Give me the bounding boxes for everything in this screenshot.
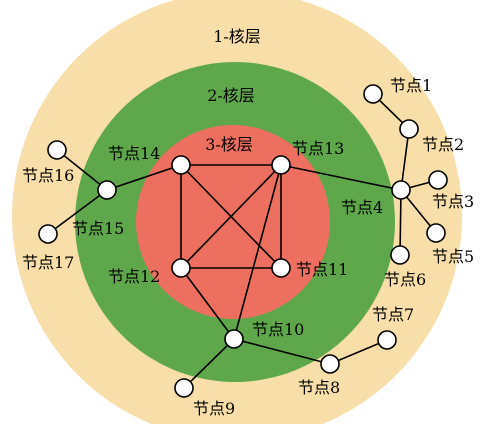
node-11-label: 节点11 <box>296 260 348 279</box>
node-12 <box>171 258 191 278</box>
edge-12-10 <box>180 267 235 340</box>
node-16-label: 节点16 <box>22 166 74 185</box>
node-8-label: 节点8 <box>298 378 340 397</box>
edge-13-4 <box>280 164 402 191</box>
node-1 <box>363 84 383 104</box>
node-3 <box>428 170 448 190</box>
edge-13-10 <box>233 164 282 340</box>
node-11 <box>271 258 291 278</box>
edge-4-6 <box>399 189 402 256</box>
edge-13-12 <box>180 164 282 269</box>
edge-10-9 <box>183 338 235 389</box>
node-2 <box>399 119 419 139</box>
layer-1-label: 1-核层 <box>213 27 261 46</box>
node-15 <box>97 180 117 200</box>
node-9-label: 节点9 <box>193 399 235 418</box>
layer-3-label: 3-核层 <box>205 135 253 154</box>
node-10 <box>224 329 244 349</box>
node-12-label: 节点12 <box>108 267 160 286</box>
edge-4-2 <box>400 128 410 191</box>
node-5 <box>426 223 446 243</box>
node-14 <box>171 155 191 175</box>
edge-14-15 <box>106 164 182 191</box>
node-7-label: 节点7 <box>372 305 414 324</box>
node-17-label: 节点17 <box>22 253 74 272</box>
edge-10-8 <box>233 338 331 365</box>
node-17 <box>38 224 58 244</box>
edges-group <box>47 93 439 389</box>
node-4-label: 节点4 <box>341 198 383 217</box>
node-3-label: 节点3 <box>432 192 474 211</box>
edge-15-16 <box>56 149 108 191</box>
layer-2-label: 2-核层 <box>207 86 255 105</box>
node-6-label: 节点6 <box>384 270 426 289</box>
nodes-group <box>38 84 448 398</box>
node-13-label: 节点13 <box>292 139 344 158</box>
node-13 <box>271 155 291 175</box>
node-10-label: 节点10 <box>252 320 304 339</box>
node-15-label: 节点15 <box>72 219 124 238</box>
node-2-label: 节点2 <box>422 135 464 154</box>
node-6 <box>390 245 410 265</box>
node-14-label: 节点14 <box>108 144 160 163</box>
node-16 <box>47 140 67 160</box>
node-7 <box>377 330 397 350</box>
edge-8-7 <box>329 339 388 365</box>
node-1-label: 节点1 <box>390 76 432 95</box>
node-5-label: 节点5 <box>432 247 474 266</box>
node-4 <box>391 180 411 200</box>
edge-15-17 <box>47 189 108 235</box>
node-8 <box>320 354 340 374</box>
node-9 <box>174 378 194 398</box>
